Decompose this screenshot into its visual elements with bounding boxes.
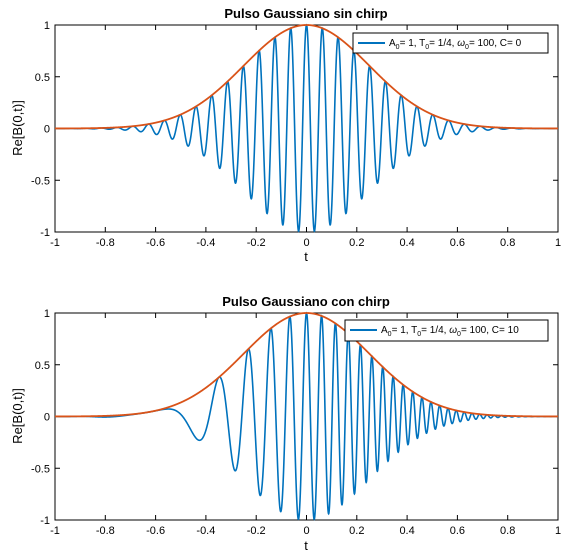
x-tick-label: 0.4 [399,525,414,537]
x-tick-label: 0.6 [450,525,465,537]
legend: A0= 1, T0= 1/4, ω0= 100, C= 0 [352,32,549,54]
x-tick-label: -0.6 [146,525,165,537]
y-tick-label: -1 [40,515,50,527]
x-tick-label: -0.6 [146,237,165,249]
axis-ticks: -1 -0.8 -0.6 -0.4 -0.2 0 0.2 0.4 0.6 0.8 1 -1 -0.5 0 0… [31,308,561,537]
y-tick-label: 0 [44,124,50,136]
x-tick-label: 0.2 [349,525,364,537]
chart-top: Pulso Gaussiano sin chirp Re[B(0,t)] t -… [10,6,561,264]
x-tick-label: -0.2 [247,237,266,249]
plot-area [54,23,559,233]
y-tick-label: 0.5 [35,72,50,84]
x-axis-label: t [304,538,308,553]
plot-area [54,311,559,521]
envelope-line [55,24,558,130]
axes-box [54,312,559,521]
chart-bottom: Pulso Gaussiano con chirp Re[B(0,t)] t -… [10,294,561,553]
x-tick-label: 0.6 [450,237,465,249]
x-axis-label: t [304,249,308,264]
y-tick-label: 1 [44,308,50,320]
x-tick-label: -0.4 [196,237,215,249]
legend-box [344,319,549,342]
y-tick-label: -1 [40,227,50,239]
y-tick-label: -0.5 [31,463,50,475]
x-tick-label: -0.8 [96,237,115,249]
x-tick-label: -0.8 [96,525,115,537]
signal-line [55,311,558,521]
y-tick-label: 1 [44,20,50,32]
x-tick-label: -1 [50,525,60,537]
chart-title: Pulso Gaussiano sin chirp [224,6,387,21]
x-tick-label: 1 [555,237,561,249]
y-tick-label: -0.5 [31,175,50,187]
y-axis-label: Re[B(0,t)] [10,388,25,444]
x-tick-label: -0.2 [247,525,266,537]
y-tick-label: 0 [44,412,50,424]
x-tick-label: 0.4 [399,237,414,249]
legend-entry: A0= 1, T0= 1/4, ω0= 100, C= 10 [381,325,519,338]
chart-title: Pulso Gaussiano con chirp [222,294,390,309]
envelope-line [55,312,558,418]
x-tick-label: 1 [555,525,561,537]
legend: A0= 1, T0= 1/4, ω0= 100, C= 10 [344,319,549,342]
x-tick-label: 0.8 [500,237,515,249]
x-tick-label: 0 [303,237,309,249]
y-tick-label: 0.5 [35,360,50,372]
x-tick-label: 0.2 [349,237,364,249]
x-tick-label: -1 [50,237,60,249]
signal-line [55,23,558,233]
axis-ticks: -1 -0.8 -0.6 -0.4 -0.2 0 0.2 0.4 0.6 0.8 1 -1 -0.5 0 0… [31,20,561,249]
legend-entry: A0= 1, T0= 1/4, ω0= 100, C= 0 [389,38,522,51]
legend-box [352,32,549,54]
x-tick-label: -0.4 [196,525,215,537]
y-axis-label: Re[B(0,t)] [10,100,25,156]
axes-box [54,24,559,233]
x-tick-label: 0 [303,525,309,537]
x-tick-label: 0.8 [500,525,515,537]
